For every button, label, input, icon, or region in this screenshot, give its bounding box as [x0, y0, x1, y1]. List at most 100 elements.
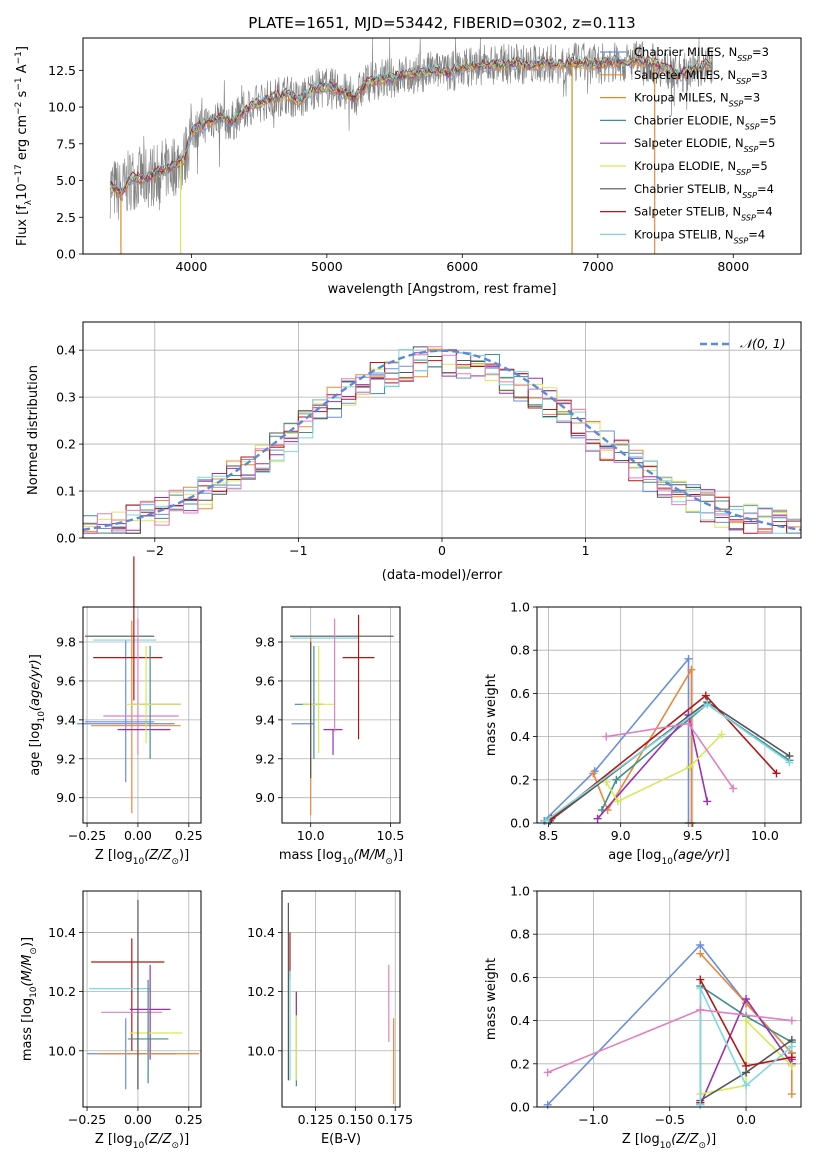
y-tick-label: 9.6	[56, 673, 76, 688]
x-tick-label: 9.5	[683, 828, 703, 843]
plus-marker	[685, 762, 694, 771]
y-tick-label: 0.6	[510, 686, 530, 701]
plus-marker	[787, 1016, 796, 1025]
x-tick-label: 0.00	[124, 1112, 152, 1127]
x-tick-label: 6000	[446, 259, 478, 274]
y-tick-label: 10.0	[48, 100, 76, 115]
x-axis-label: wavelength [Angstrom, rest frame]	[328, 282, 557, 297]
normal-distribution-curve	[82, 349, 802, 531]
data-point	[129, 964, 171, 1060]
y-tick-label: 9.6	[255, 673, 275, 688]
y-tick-label: 0.4	[510, 729, 530, 744]
data-point	[91, 938, 165, 1051]
x-tick-label: 0.00	[124, 828, 152, 843]
weight-series	[543, 941, 796, 1109]
histogram-step-line	[83, 346, 801, 534]
y-tick-label: 9.4	[56, 712, 76, 727]
panel-z_mass: −0.25 0.00 0.25 10.0 10.2 10.4	[48, 891, 203, 1127]
legend-label: Chabrier MILES, NSSP=3	[634, 45, 769, 63]
model-fit-line	[109, 60, 712, 198]
x-axis-label: (data-model)/error	[382, 568, 503, 583]
x-tick-label: −0.25	[68, 828, 106, 843]
y-tick-label: 12.5	[48, 63, 76, 78]
data-point	[342, 614, 375, 740]
panel-z_weights: −1.0 −0.5 0.0 0.0 0.2 0.4 0.6 0.8 1.0	[510, 884, 801, 1127]
y-tick-label: 1.0	[510, 600, 530, 615]
panel-mass_age: 10.0 10.5 9.0 9.2 9.4 9.6 9.8	[255, 607, 404, 843]
data-point	[131, 645, 181, 759]
y-tick-label: 0.2	[56, 437, 76, 452]
y-tick-label: 10.4	[247, 925, 275, 940]
plus-marker	[613, 797, 622, 806]
plus-marker	[787, 1042, 796, 1051]
x-tick-label: 1	[582, 543, 590, 558]
plus-marker	[787, 1061, 796, 1070]
x-tick-label: 10.0	[297, 828, 325, 843]
y-axis-label: mass [log10(M/M⊙)]	[20, 937, 39, 1061]
plus-marker	[593, 814, 602, 823]
y-tick-label: 0.3	[56, 390, 76, 405]
weight-polyline	[700, 1018, 793, 1095]
y-tick-label: 2.5	[56, 210, 76, 225]
weight-polyline	[699, 987, 793, 1105]
y-tick-label: 9.2	[56, 751, 76, 766]
axes-frame	[82, 890, 202, 1108]
y-axis-label: Flux [fλ10−17 erg cm−2 s−1 A−1]	[14, 46, 34, 246]
plus-marker	[696, 1100, 705, 1109]
axes-frame	[82, 37, 802, 255]
y-tick-label: 9.4	[255, 712, 275, 727]
legend-label: Salpeter ELODIE, NSSP=5	[634, 136, 775, 154]
x-tick-label: 8000	[717, 259, 749, 274]
y-tick-label: 0.0	[56, 531, 76, 546]
series-line	[696, 984, 796, 1109]
weight-polyline	[601, 703, 790, 811]
plus-marker	[717, 730, 726, 739]
y-tick-label: 0.0	[510, 1100, 530, 1115]
y-tick-label: 0.8	[510, 927, 530, 942]
y-tick-label: 0.2	[510, 772, 530, 787]
y-tick-label: 10.0	[48, 1043, 76, 1058]
data-point	[302, 645, 335, 753]
legend-label: Chabrier ELODIE, NSSP=5	[634, 113, 776, 130]
axes-frame	[82, 606, 202, 824]
x-tick-label: 10.5	[377, 828, 405, 843]
series-line	[547, 691, 781, 823]
weight-polyline	[606, 722, 734, 789]
plus-marker	[701, 691, 710, 700]
y-axis-label: Normed distribution	[26, 365, 41, 495]
y-tick-label: 9.0	[255, 790, 275, 805]
weight-polyline	[545, 703, 790, 822]
y-tick-label: 0.0	[510, 816, 530, 831]
plus-marker	[696, 975, 705, 984]
errorbar-series	[287, 902, 395, 1105]
errorbar-series	[87, 899, 199, 1090]
x-axis-label: Z [log10(Z/Z⊙)]	[95, 1132, 189, 1151]
panel-spectrum: 4000 5000 6000 7000 8000 0.0 2.5 5.0 7.5 10.0 12.5	[48, 63, 749, 274]
axes-frame	[536, 606, 802, 824]
legend-label: Chabrier STELIB, NSSP=4	[634, 182, 774, 200]
weight-polyline	[605, 733, 723, 803]
x-tick-label: 0.25	[175, 1112, 203, 1127]
x-axis-label: mass [log10(M/M⊙)]	[279, 848, 403, 867]
legend-label: Kroupa ELODIE, NSSP=5	[634, 159, 768, 177]
x-tick-label: 8.5	[539, 828, 559, 843]
x-tick-label: −2	[146, 543, 164, 558]
y-axis-label: mass weight	[484, 958, 499, 1040]
x-tick-label: 4000	[175, 259, 207, 274]
y-tick-label: 10.2	[48, 984, 76, 999]
weight-polyline	[543, 656, 690, 823]
plus-marker	[696, 949, 705, 958]
series-line	[541, 700, 794, 825]
errorbar-series	[76, 556, 181, 814]
weight-polyline	[549, 701, 790, 822]
legend-label: Salpeter MILES, NSSP=3	[634, 68, 768, 86]
weight-series	[540, 654, 794, 827]
y-axis-label: mass weight	[484, 674, 499, 756]
histogram-series	[82, 346, 802, 534]
y-tick-label: 10.0	[247, 1043, 275, 1058]
plus-marker	[696, 1005, 705, 1014]
y-tick-label: 1.0	[510, 884, 530, 899]
data-point	[76, 640, 175, 783]
weight-polyline	[550, 694, 778, 820]
